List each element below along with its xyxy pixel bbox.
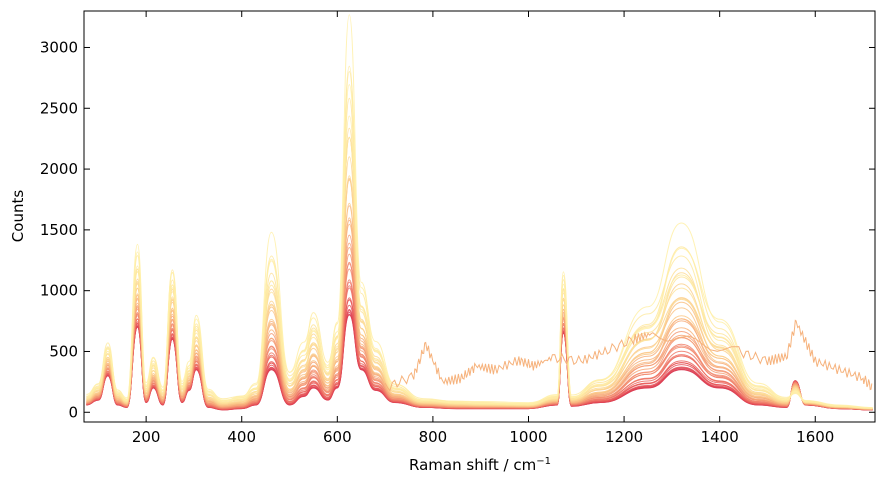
x-tick-label: 1200 — [605, 428, 643, 446]
x-axis-label: Raman shift / cm−1 — [409, 456, 551, 474]
spectrum-line — [86, 97, 873, 409]
x-tick-label: 800 — [419, 428, 448, 446]
x-tick-label: 600 — [323, 428, 352, 446]
x-tick-label: 1600 — [796, 428, 834, 446]
x-axis-label-superscript: −1 — [536, 456, 551, 467]
spectrum-line — [86, 14, 873, 409]
x-axis-label-text: Raman shift / cm — [409, 456, 536, 474]
axis-ticks: 200 400 600 800 1000 1200 1400 1600 0 500 1000 1500… — [40, 11, 875, 446]
outlier-spectrum-line — [384, 319, 873, 392]
y-tick-label: 1000 — [40, 282, 78, 300]
y-tick-label: 3000 — [40, 38, 78, 56]
spectrum-line — [86, 219, 873, 410]
y-tick-label: 1500 — [40, 221, 78, 239]
spectrum-line — [86, 127, 873, 409]
plot-background — [84, 11, 875, 422]
y-tick-label: 0 — [68, 403, 78, 421]
spectrum-line — [86, 205, 873, 410]
x-tick-label: 1400 — [701, 428, 739, 446]
spectrum-line — [86, 253, 873, 410]
x-tick-label: 400 — [227, 428, 256, 446]
y-tick-label: 500 — [49, 342, 78, 360]
plot-frame — [83, 10, 876, 423]
y-axis-label: Counts — [9, 190, 27, 243]
x-tick-label: 1000 — [509, 428, 547, 446]
spectrum-line — [86, 84, 873, 409]
y-tick-label: 2500 — [40, 99, 78, 117]
spectra-series-group — [86, 14, 873, 411]
x-tick-label: 200 — [132, 428, 161, 446]
spectrum-line — [86, 136, 873, 409]
y-tick-label: 2000 — [40, 160, 78, 178]
